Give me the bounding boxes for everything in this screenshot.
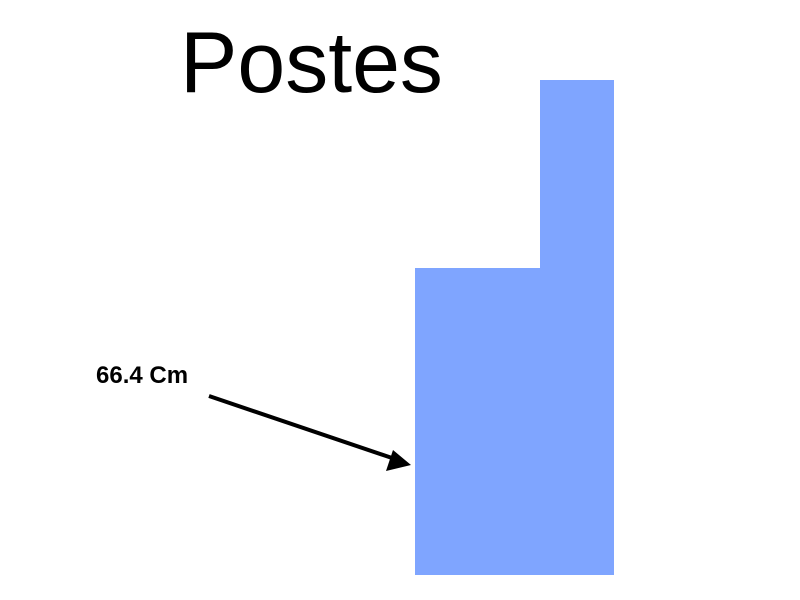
slide-title: Postes	[180, 15, 443, 111]
measurement-label: 66.4 Cm	[96, 362, 189, 389]
measurement-arrow-head	[386, 450, 411, 471]
measurement-arrow	[208, 394, 399, 462]
post-upper-section	[540, 80, 614, 270]
post-lower-section	[415, 268, 614, 575]
